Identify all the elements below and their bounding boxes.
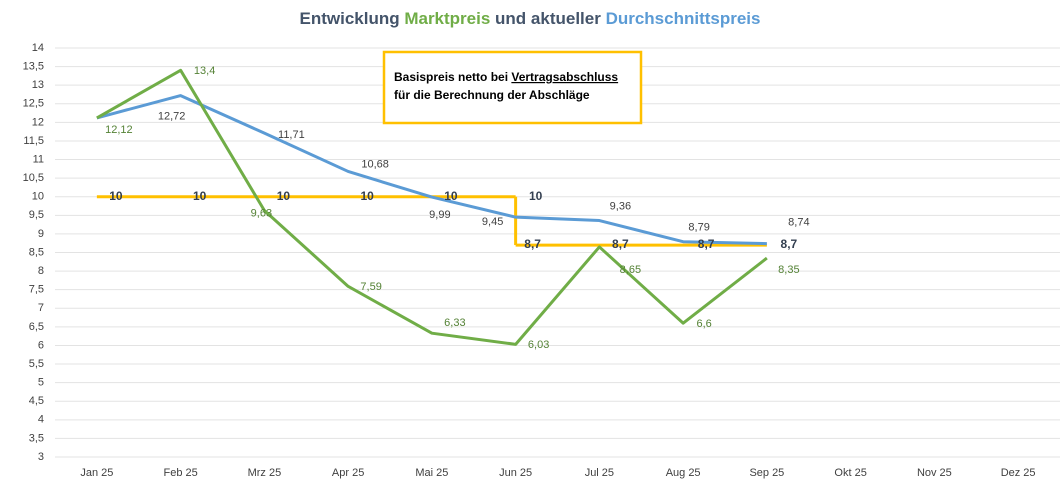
y-tick-label: 9,5 [29,209,44,221]
y-tick-label: 8 [38,265,44,277]
y-tick-label: 11 [33,153,44,165]
x-tick-label: Aug 25 [666,467,701,479]
y-tick-label: 10 [32,191,44,203]
data-label: 12,12 [105,124,133,136]
data-label: 9,63 [251,207,272,219]
data-label: 9,99 [429,209,450,221]
y-tick-label: 14 [32,42,44,54]
data-label: 9,45 [482,216,503,228]
data-label: 8,65 [620,264,641,276]
x-tick-label: Mrz 25 [248,467,282,479]
data-label: 10 [360,189,374,203]
x-tick-label: Sep 25 [749,467,784,479]
y-tick-label: 12 [32,116,44,128]
data-label: 6,33 [444,317,465,329]
data-label: 10 [277,189,291,203]
series-line [96,94,767,246]
data-label: 9,36 [610,200,631,212]
title-part: Marktpreis [404,9,490,28]
y-tick-label: 6 [38,339,44,351]
data-label: 8,79 [688,222,709,234]
y-tick-label: 5 [38,377,44,389]
annotation-box [382,50,643,125]
y-tick-label: 12,5 [23,98,44,110]
data-label: 10,68 [361,158,389,170]
series-line [96,68,768,346]
x-tick-label: Okt 25 [834,467,866,479]
y-tick-label: 5,5 [29,358,44,370]
y-tick-label: 3,5 [29,432,44,444]
y-tick-label: 3 [38,451,44,463]
y-tick-label: 4 [38,414,44,426]
x-tick-label: Feb 25 [164,467,198,479]
annotation-part: Basispreis netto bei [394,70,511,84]
data-label: 8,7 [781,237,798,251]
data-label: 6,03 [528,339,549,351]
y-tick-label: 6,5 [29,321,44,333]
data-label: 6,6 [696,318,711,330]
data-label: 8,7 [612,237,629,251]
marks: 12,12 13,4 9,63 7,59 6,33 6,03 8,65 6,6 8,35 12,7… [96,65,810,351]
title-part: Entwicklung [299,9,404,28]
annotation: Basispreis netto bei Vertragsabschluss [394,70,618,84]
data-label: 8,7 [698,237,715,251]
y-tick-label: 13 [32,79,44,91]
data-label: 10 [109,189,123,203]
y-tick-label: 11,5 [23,135,44,147]
x-tick-label: Apr 25 [332,467,364,479]
chart-title: Entwicklung Marktpreis und aktueller Dur… [299,9,760,28]
y-tick-label: 8,5 [29,246,44,258]
data-label: 8,35 [778,264,799,276]
data-label: 8,7 [524,237,541,251]
annotation-part: Vertragsabschluss [511,70,618,84]
data-label: 12,72 [158,110,186,122]
y-tick-label: 9 [38,228,44,240]
x-tick-label: Nov 25 [917,467,952,479]
y-tick-label: 7,5 [29,284,44,296]
data-label: 7,59 [360,281,381,293]
x-tick-label: Jun 25 [499,467,532,479]
title-part: und aktueller [490,9,605,28]
x-tick-label: Dez 25 [1001,467,1036,479]
data-label: 8,74 [788,216,809,228]
data-label: 10 [193,189,207,203]
annotation: für die Berechnung der Abschläge [394,88,590,102]
y-tick-label: 13,5 [23,60,44,72]
data-label: 10 [529,189,543,203]
data-label: 13,4 [194,65,215,77]
y-tick-label: 7 [38,302,44,314]
data-label: 11,71 [278,129,305,141]
x-tick-label: Mai 25 [415,467,448,479]
x-tick-label: Jul 25 [585,467,614,479]
title-part: Durchschnittspreis [606,9,761,28]
x-tick-label: Jan 25 [80,467,113,479]
y-tick-label: 4,5 [29,395,44,407]
data-label: 10 [444,189,458,203]
y-tick-label: 10,5 [23,172,44,184]
